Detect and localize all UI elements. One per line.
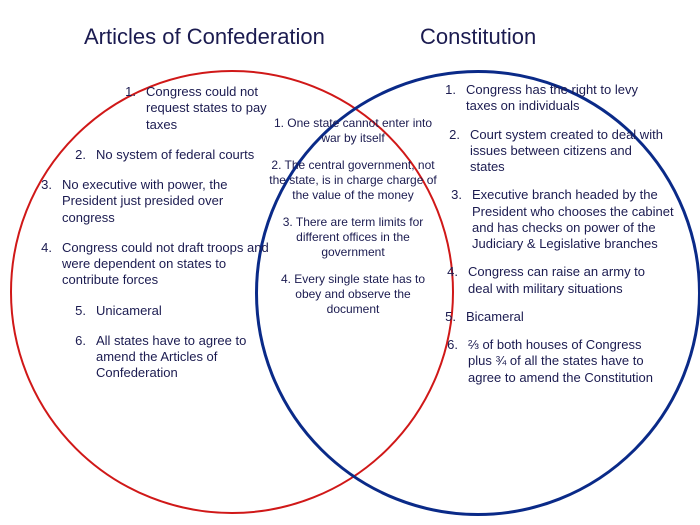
list-item: 1. One state cannot enter into war by it…	[268, 116, 438, 146]
item-text: Congress could not draft troops and were…	[62, 240, 273, 289]
list-item: 3. Executive branch headed by the Preside…	[438, 187, 688, 252]
list-item: 6. All states have to agree to amend the …	[68, 333, 273, 382]
item-text: ⅔ of both houses of Congress plus ¾ of a…	[468, 337, 668, 386]
item-number: 1.	[438, 82, 456, 98]
list-item: 4. Every single state has to obey and ob…	[268, 272, 438, 317]
item-text: Bicameral	[466, 309, 638, 325]
item-text: 1. One state cannot enter into war by it…	[268, 116, 438, 146]
item-number: 2.	[438, 127, 460, 143]
item-text: No system of federal courts	[96, 147, 273, 163]
center-list: 1. One state cannot enter into war by it…	[268, 116, 438, 317]
item-number: 2.	[68, 147, 86, 163]
item-number: 5.	[438, 309, 456, 325]
list-item: 1. Congress could not request states to p…	[118, 84, 273, 133]
list-item: 5. Unicameral	[68, 303, 273, 319]
item-number: 1.	[118, 84, 136, 100]
item-text: No executive with power, the President j…	[62, 177, 273, 226]
item-text: Congress could not request states to pay…	[146, 84, 273, 133]
list-item: 2. The central government, not the state…	[268, 158, 438, 203]
right-title: Constitution	[420, 24, 536, 50]
item-number: 4.	[438, 264, 458, 280]
right-list: 1. Congress has the right to levy taxes o…	[438, 82, 688, 386]
left-list: 1. Congress could not request states to p…	[28, 84, 273, 382]
item-text: 3. There are term limits for different o…	[268, 215, 438, 260]
item-text: All states have to agree to amend the Ar…	[96, 333, 273, 382]
item-text: Executive branch headed by the President…	[472, 187, 688, 252]
left-title: Articles of Confederation	[84, 24, 325, 50]
list-item: 2. Court system created to deal with issu…	[438, 127, 668, 176]
list-item: 5. Bicameral	[438, 309, 638, 325]
list-item: 6. ⅔ of both houses of Congress plus ¾ of…	[438, 337, 668, 386]
item-number: 3.	[438, 187, 462, 203]
item-text: Congress has the right to levy taxes on …	[466, 82, 638, 115]
item-text: Court system created to deal with issues…	[470, 127, 668, 176]
list-item: 3. There are term limits for different o…	[268, 215, 438, 260]
item-number: 3.	[32, 177, 52, 193]
item-number: 5.	[68, 303, 86, 319]
list-item: 2. No system of federal courts	[68, 147, 273, 163]
list-item: 4. Congress could not draft troops and we…	[32, 240, 273, 289]
item-text: 2. The central government, not the state…	[268, 158, 438, 203]
item-number: 6.	[68, 333, 86, 349]
list-item: 1. Congress has the right to levy taxes o…	[438, 82, 638, 115]
item-text: 4. Every single state has to obey and ob…	[268, 272, 438, 317]
list-item: 3. No executive with power, the President…	[32, 177, 273, 226]
item-text: Congress can raise an army to deal with …	[468, 264, 668, 297]
list-item: 4. Congress can raise an army to deal wit…	[438, 264, 668, 297]
item-number: 4.	[32, 240, 52, 256]
item-number: 6.	[438, 337, 458, 353]
venn-diagram: Articles of Confederation Constitution 1…	[0, 0, 700, 525]
item-text: Unicameral	[96, 303, 273, 319]
